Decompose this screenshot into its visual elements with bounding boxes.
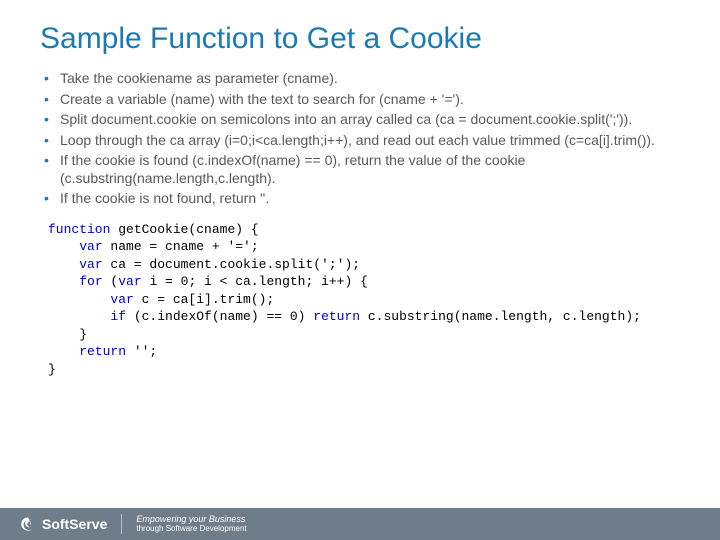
footer-logo: SoftServe: [20, 516, 107, 532]
bullet-item: Take the cookiename as parameter (cname)…: [60, 70, 670, 88]
footer-divider: [121, 514, 122, 534]
slide: Sample Function to Get a Cookie Take the…: [0, 0, 720, 540]
bullet-item: Create a variable (name) with the text t…: [60, 91, 670, 109]
swirl-icon: [20, 516, 36, 532]
bullet-list: Take the cookiename as parameter (cname)…: [0, 64, 720, 211]
bullet-item: If the cookie is not found, return ''.: [60, 190, 670, 208]
footer-tagline: Empowering your Business through Softwar…: [136, 515, 246, 534]
code-block: function getCookie(cname) { var name = c…: [0, 211, 720, 379]
bullet-item: Split document.cookie on semicolons into…: [60, 111, 670, 129]
bullet-item: Loop through the ca array (i=0;i<ca.leng…: [60, 132, 670, 150]
footer-bar: SoftServe Empowering your Business throu…: [0, 508, 720, 540]
footer-tagline-2: through Software Development: [136, 525, 246, 534]
footer-brand: SoftServe: [42, 516, 107, 532]
title-area: Sample Function to Get a Cookie: [0, 0, 720, 64]
bullet-item: If the cookie is found (c.indexOf(name) …: [60, 152, 670, 187]
slide-title: Sample Function to Get a Cookie: [40, 22, 680, 56]
